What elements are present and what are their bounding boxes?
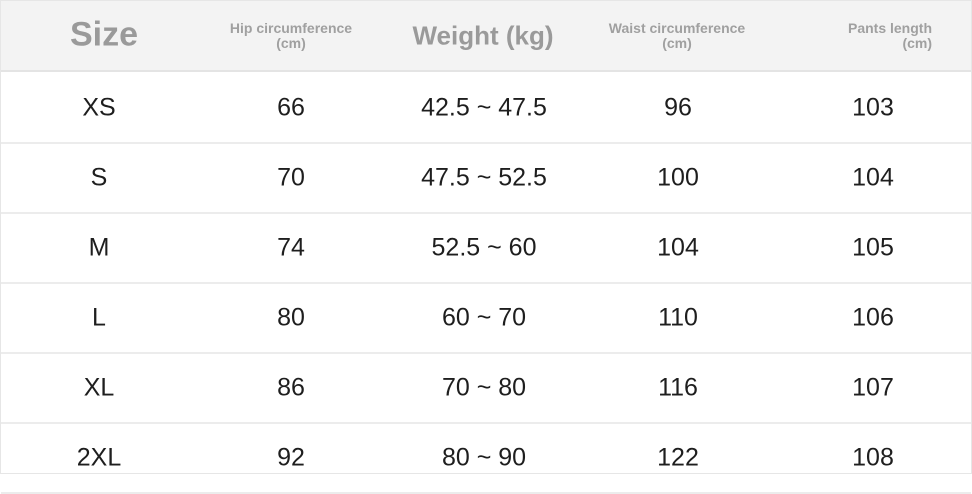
table-row: XL 86 70 ~ 80 116 107 bbox=[1, 352, 971, 424]
cell-hip: 70 bbox=[277, 163, 305, 192]
cell-pants: 107 bbox=[852, 373, 894, 402]
header-weight: Weight (kg) bbox=[412, 20, 554, 51]
cell-size: M bbox=[88, 233, 110, 262]
header-size: Size bbox=[69, 15, 139, 54]
cell-size: L bbox=[92, 303, 106, 332]
cell-weight: 80 ~ 90 bbox=[441, 443, 527, 472]
cell-size: XS bbox=[82, 93, 116, 122]
header-waist: Waist circumference (cm) bbox=[608, 20, 746, 51]
cell-hip: 80 bbox=[277, 303, 305, 332]
cell-pants: 104 bbox=[852, 163, 894, 192]
table-row: XS 66 42.5 ~ 47.5 96 103 bbox=[1, 72, 971, 144]
cell-pants: 106 bbox=[852, 303, 894, 332]
table-header: Size Hip circumference (cm) Weight (kg) … bbox=[1, 1, 971, 72]
cell-size: 2XL bbox=[76, 443, 122, 472]
cell-weight: 70 ~ 80 bbox=[441, 373, 527, 402]
cell-pants: 105 bbox=[852, 233, 894, 262]
header-hip: Hip circumference (cm) bbox=[229, 20, 353, 51]
cell-hip: 86 bbox=[277, 373, 305, 402]
cell-waist: 104 bbox=[657, 233, 699, 262]
table-row: L 80 60 ~ 70 110 106 bbox=[1, 282, 971, 354]
cell-waist: 96 bbox=[664, 93, 692, 122]
table-row: 2XL 92 80 ~ 90 122 108 bbox=[1, 422, 971, 494]
table-row: M 74 52.5 ~ 60 104 105 bbox=[1, 212, 971, 284]
cell-pants: 108 bbox=[852, 443, 894, 472]
cell-weight: 47.5 ~ 52.5 bbox=[421, 163, 547, 192]
cell-pants: 103 bbox=[852, 93, 894, 122]
cell-hip: 74 bbox=[277, 233, 305, 262]
cell-waist: 116 bbox=[658, 373, 698, 402]
cell-waist: 100 bbox=[657, 163, 699, 192]
cell-hip: 92 bbox=[277, 443, 305, 472]
header-pants: Pants length (cm) bbox=[847, 20, 932, 51]
cell-waist: 122 bbox=[657, 443, 699, 472]
cell-weight: 42.5 ~ 47.5 bbox=[421, 93, 547, 122]
cell-size: XL bbox=[83, 373, 115, 402]
cell-weight: 60 ~ 70 bbox=[441, 303, 527, 332]
cell-hip: 66 bbox=[277, 93, 305, 122]
cell-size: S bbox=[90, 163, 108, 192]
table-row: S 70 47.5 ~ 52.5 100 104 bbox=[1, 142, 971, 214]
cell-weight: 52.5 ~ 60 bbox=[431, 233, 537, 262]
cell-waist: 110 bbox=[658, 303, 698, 332]
